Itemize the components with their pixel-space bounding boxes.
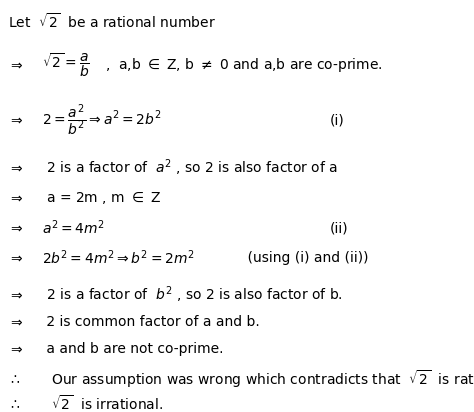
Text: $\Rightarrow$: $\Rightarrow$ [8, 342, 24, 356]
Text: $\Rightarrow$: $\Rightarrow$ [8, 191, 24, 205]
Text: a = 2m , m $\in$ Z: a = 2m , m $\in$ Z [42, 190, 161, 206]
Text: $\Rightarrow$: $\Rightarrow$ [8, 315, 24, 329]
Text: $\Rightarrow$: $\Rightarrow$ [8, 221, 24, 235]
Text: ,  a,b $\in$ Z, b $\neq$ 0 and a,b are co-prime.: , a,b $\in$ Z, b $\neq$ 0 and a,b are co… [105, 56, 383, 74]
Text: Our assumption was wrong which contradicts that  $\sqrt{2}$  is rational.: Our assumption was wrong which contradic… [38, 368, 474, 390]
Text: 2 is common factor of a and b.: 2 is common factor of a and b. [42, 315, 260, 329]
Text: $a^{2} = 4m^{2}$: $a^{2} = 4m^{2}$ [42, 219, 105, 237]
Text: $\Rightarrow$: $\Rightarrow$ [8, 251, 24, 265]
Text: a and b are not co-prime.: a and b are not co-prime. [42, 342, 224, 356]
Text: $\therefore$: $\therefore$ [8, 397, 21, 411]
Text: $\Rightarrow$: $\Rightarrow$ [8, 288, 24, 302]
Text: $2 = \dfrac{a^{2}}{b^{2}} \Rightarrow a^{2} = 2b^{2}$: $2 = \dfrac{a^{2}}{b^{2}} \Rightarrow a^… [42, 102, 162, 138]
Text: $\therefore$: $\therefore$ [8, 372, 21, 386]
Text: (using (i) and (ii)): (using (i) and (ii)) [230, 251, 368, 265]
Text: $\Rightarrow$: $\Rightarrow$ [8, 58, 24, 72]
Text: $\Rightarrow$: $\Rightarrow$ [8, 113, 24, 127]
Text: $\Rightarrow$: $\Rightarrow$ [8, 161, 24, 175]
Text: $2b^{2} = 4m^{2} \Rightarrow b^{2} = 2m^{2}$: $2b^{2} = 4m^{2} \Rightarrow b^{2} = 2m^… [42, 249, 195, 267]
Text: $\sqrt{2} = \dfrac{a}{b}$: $\sqrt{2} = \dfrac{a}{b}$ [42, 51, 90, 79]
Text: (i): (i) [330, 113, 345, 127]
Text: $\sqrt{2}$  is irrational.: $\sqrt{2}$ is irrational. [38, 395, 163, 412]
Text: (ii): (ii) [330, 221, 348, 235]
Text: 2 is a factor of  $a^{2}$ , so 2 is also factor of a: 2 is a factor of $a^{2}$ , so 2 is also … [42, 158, 338, 178]
Text: 2 is a factor of  $b^{2}$ , so 2 is also factor of b.: 2 is a factor of $b^{2}$ , so 2 is also … [42, 285, 343, 305]
Text: Let  $\sqrt{2}$  be a rational number: Let $\sqrt{2}$ be a rational number [8, 12, 216, 31]
